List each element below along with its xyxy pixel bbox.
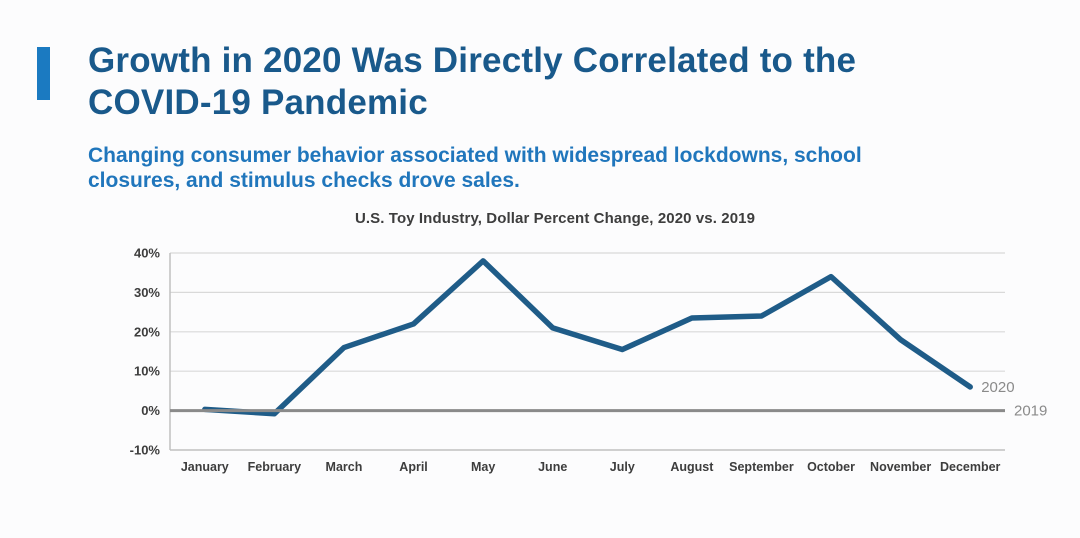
line-chart-svg: 40% 30% 20% 10% 0% -10% January February March Ap… (130, 246, 1048, 475)
line-chart: 40% 30% 20% 10% 0% -10% January February March Ap… (0, 200, 1080, 533)
y-tick-label: 10% (134, 364, 160, 379)
series-end-label-2020: 2020 (981, 379, 1014, 396)
x-tick-label: August (670, 460, 714, 474)
chart-section: U.S. Toy Industry, Dollar Percent Change… (0, 200, 1080, 533)
x-tick-label: November (870, 460, 931, 474)
y-tick-label: -10% (130, 443, 161, 458)
page-title-line-1: Growth in 2020 Was Directly Correlated t… (88, 41, 857, 80)
page-title-line-2: COVID-19 Pandemic (88, 83, 428, 122)
y-tick-label: 20% (134, 324, 160, 339)
x-tick-label: January (181, 460, 229, 474)
x-tick-label: October (807, 460, 855, 474)
x-tick-label: September (729, 460, 794, 474)
series-line-2020 (202, 258, 973, 417)
x-tick-label: April (399, 460, 427, 474)
chart-title: U.S. Toy Industry, Dollar Percent Change… (354, 210, 756, 227)
page-subtitle: Changing consumer behavior associated wi… (88, 144, 988, 194)
y-tick-label: 30% (134, 285, 160, 300)
x-tick-label: February (248, 460, 302, 474)
x-tick-label: June (538, 460, 567, 474)
title-accent-bar (37, 47, 50, 100)
page-subtitle-line-1: Changing consumer behavior associated wi… (88, 144, 862, 167)
x-tick-label: May (471, 460, 495, 474)
x-tick-label: March (326, 460, 363, 474)
series-end-label-2019: 2019 (1014, 403, 1047, 420)
x-tick-label: July (610, 460, 635, 474)
page-title: Growth in 2020 Was Directly Correlated t… (88, 40, 1048, 124)
y-tick-label: 40% (134, 246, 160, 261)
y-tick-label: 0% (141, 403, 160, 418)
page-subtitle-line-2: closures, and stimulus checks drove sale… (88, 168, 520, 192)
x-tick-label: December (940, 460, 1001, 474)
